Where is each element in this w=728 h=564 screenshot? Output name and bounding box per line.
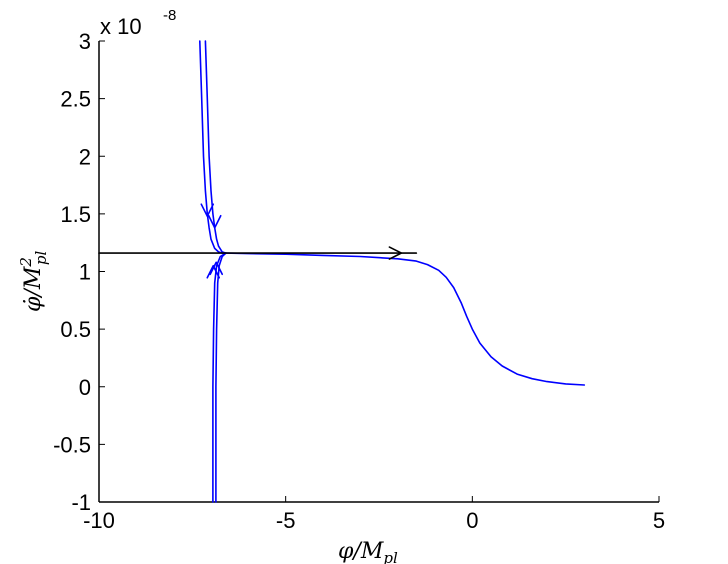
x-tick-label: 5 <box>653 508 665 533</box>
tick-labels: -10 -5 0 5 -1 -0.5 0 0.5 1 1.5 2 2.5 3 <box>53 29 665 533</box>
y-tick-label: 2 <box>79 144 91 169</box>
trajectory-line <box>225 252 586 386</box>
x-tick-label: -5 <box>276 508 296 533</box>
trajectory-line <box>212 252 227 503</box>
x-tick-label: 0 <box>466 508 478 533</box>
y-axis-label: φ̇/M2pl <box>17 251 50 312</box>
arrowhead <box>206 264 221 279</box>
plot-lines <box>98 40 586 503</box>
arrowhead <box>209 261 224 276</box>
trajectory-line <box>199 40 227 254</box>
y-tick-label: 3 <box>79 29 91 54</box>
y-tick-label: 2.5 <box>60 87 91 112</box>
trajectory-arrows <box>200 203 403 279</box>
y-tick-label: 0.5 <box>60 317 91 342</box>
arrowhead <box>207 214 222 229</box>
y-tick-label: -0.5 <box>53 432 91 457</box>
x-axis-label: φ/Mpl <box>338 539 398 564</box>
y-tick-label: 0 <box>79 375 91 400</box>
x-tick-label: -10 <box>83 508 115 533</box>
y-multiplier-exponent: -8 <box>163 7 176 24</box>
y-tick-label: 1 <box>79 260 91 285</box>
tick-marks <box>98 40 660 503</box>
y-tick-label: -1 <box>71 490 91 515</box>
arrowhead <box>388 246 403 260</box>
trajectory-line <box>204 40 227 254</box>
y-tick-label: 1.5 <box>60 202 91 227</box>
axes-box <box>98 41 659 503</box>
y-multiplier-base: x 10 <box>100 14 142 39</box>
trajectory-line <box>215 252 227 503</box>
arrowhead <box>200 203 215 217</box>
